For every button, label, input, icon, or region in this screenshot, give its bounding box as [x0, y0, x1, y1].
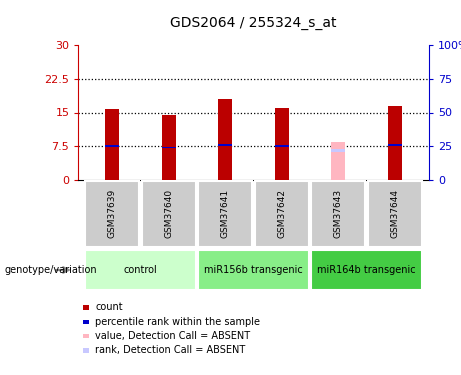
Bar [388, 106, 402, 180]
Bar [388, 144, 402, 146]
Text: GSM37642: GSM37642 [278, 189, 286, 238]
Text: GDS2064 / 255324_s_at: GDS2064 / 255324_s_at [170, 16, 337, 30]
Text: control: control [124, 265, 157, 275]
Bar [83, 305, 89, 310]
Bar [198, 182, 253, 247]
Bar [218, 99, 232, 180]
Text: miR164b transgenic: miR164b transgenic [317, 265, 416, 275]
Bar [85, 182, 139, 247]
Bar [105, 146, 119, 147]
Text: GSM37644: GSM37644 [390, 189, 399, 238]
Bar [83, 320, 89, 324]
Bar [311, 250, 422, 290]
Text: percentile rank within the sample: percentile rank within the sample [95, 317, 260, 327]
Bar [198, 250, 309, 290]
Bar [331, 142, 345, 180]
Text: count: count [95, 303, 123, 312]
Text: GSM37639: GSM37639 [108, 189, 117, 238]
Text: GSM37641: GSM37641 [221, 189, 230, 238]
Text: genotype/variation: genotype/variation [5, 265, 97, 275]
Bar [368, 182, 422, 247]
Bar [162, 147, 176, 148]
Bar [83, 348, 89, 352]
Bar [254, 182, 309, 247]
Bar [311, 182, 366, 247]
Bar [162, 115, 176, 180]
Bar [105, 110, 119, 180]
Bar [275, 145, 289, 147]
Text: GSM37640: GSM37640 [164, 189, 173, 238]
Text: miR156b transgenic: miR156b transgenic [204, 265, 303, 275]
Bar [218, 144, 232, 146]
Text: GSM37643: GSM37643 [334, 189, 343, 238]
Bar [275, 108, 289, 180]
Text: rank, Detection Call = ABSENT: rank, Detection Call = ABSENT [95, 345, 246, 355]
Bar [331, 149, 345, 152]
Bar [83, 334, 89, 338]
Text: value, Detection Call = ABSENT: value, Detection Call = ABSENT [95, 331, 250, 341]
Bar [142, 182, 196, 247]
Bar [85, 250, 196, 290]
